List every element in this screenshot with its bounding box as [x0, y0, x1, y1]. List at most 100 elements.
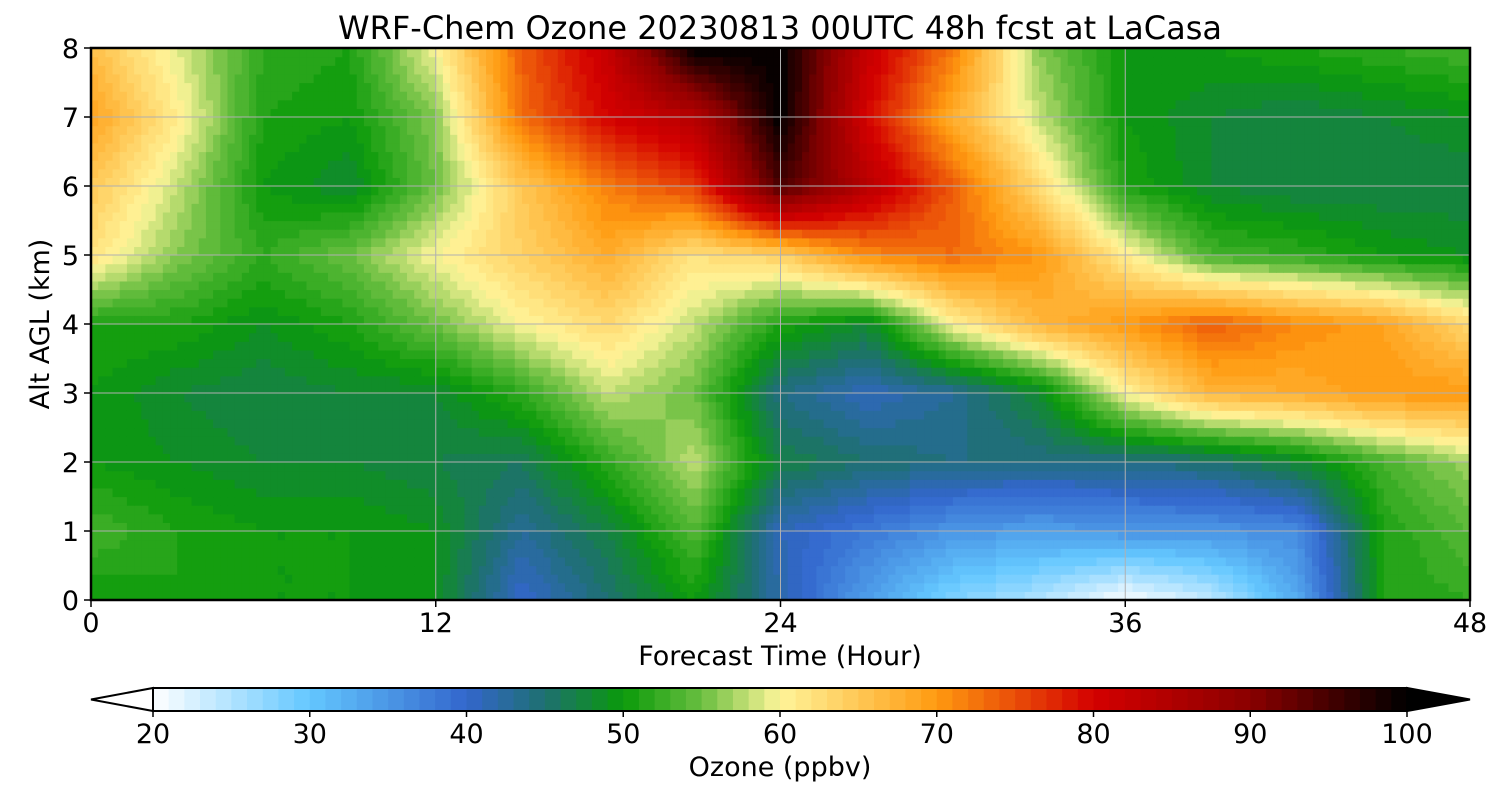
heatmap-cell: [442, 410, 451, 420]
heatmap-cell: [493, 375, 501, 385]
heatmap-cell: [1218, 556, 1227, 567]
heatmap-cell: [198, 539, 207, 549]
heatmap-cell: [435, 393, 444, 403]
heatmap-cell: [916, 591, 925, 601]
heatmap-cell: [988, 470, 997, 480]
heatmap-cell: [1024, 539, 1033, 549]
heatmap-cell: [342, 453, 351, 463]
heatmap-cell: [816, 496, 825, 506]
heatmap-cell: [679, 505, 688, 515]
heatmap-cell: [924, 487, 932, 498]
heatmap-cell: [493, 436, 501, 446]
heatmap-cell: [931, 479, 940, 489]
heatmap-cell: [1146, 444, 1155, 454]
heatmap-cell: [385, 479, 394, 489]
heatmap-cell: [1369, 505, 1378, 515]
heatmap-cell: [1211, 548, 1220, 558]
heatmap-cell: [708, 565, 717, 575]
heatmap-cell: [478, 591, 487, 601]
heatmap-cell: [995, 496, 1004, 506]
heatmap-cell: [600, 384, 609, 394]
heatmap-cell: [766, 444, 774, 454]
heatmap-cell: [1398, 384, 1406, 394]
heatmap-cell: [852, 418, 861, 429]
heatmap-cell: [557, 393, 566, 403]
heatmap-cell: [988, 591, 997, 601]
heatmap-cell: [1240, 393, 1248, 403]
heatmap-cell: [234, 479, 243, 489]
heatmap-cell: [909, 470, 918, 480]
heatmap-cell: [313, 531, 322, 541]
heatmap-cell: [399, 436, 408, 446]
heatmap-cell: [471, 418, 480, 429]
heatmap-cell: [615, 556, 624, 567]
heatmap-cell: [615, 505, 624, 515]
heatmap-cell: [967, 470, 976, 480]
heatmap-cell: [1197, 565, 1205, 575]
heatmap-cell: [1340, 591, 1349, 601]
heatmap-cell: [1419, 565, 1428, 575]
heatmap-cell: [414, 401, 422, 411]
heatmap-cell: [644, 393, 652, 403]
heatmap-cell: [464, 444, 473, 454]
heatmap-cell: [593, 375, 602, 385]
heatmap-cell: [823, 496, 832, 506]
heatmap-cell: [974, 582, 983, 592]
heatmap-cell: [988, 582, 997, 592]
heatmap-cell: [1426, 531, 1435, 541]
heatmap-cell: [1390, 375, 1399, 385]
heatmap-cell: [1132, 418, 1141, 429]
heatmap-cell: [1189, 436, 1198, 446]
heatmap-cell: [1218, 462, 1227, 472]
heatmap-cell: [794, 436, 803, 446]
heatmap-cell: [191, 513, 200, 523]
heatmap-cell: [1268, 513, 1277, 523]
heatmap-cell: [758, 522, 767, 532]
heatmap-cell: [1362, 462, 1371, 472]
heatmap-cell: [701, 582, 710, 592]
heatmap-cell: [572, 539, 580, 549]
heatmap-cell: [119, 401, 128, 411]
heatmap-cell: [579, 479, 588, 489]
heatmap-cell: [543, 462, 552, 472]
heatmap-cell: [1024, 487, 1033, 498]
heatmap-cell: [198, 393, 207, 403]
heatmap-cell: [679, 444, 688, 454]
heatmap-cell: [830, 453, 839, 463]
heatmap-cell: [1333, 505, 1342, 515]
heatmap-cell: [213, 401, 221, 411]
heatmap-cell: [593, 444, 602, 454]
heatmap-cell: [881, 539, 889, 549]
heatmap-cell: [507, 548, 516, 558]
heatmap-cell: [938, 591, 947, 601]
heatmap-cell: [1039, 375, 1047, 385]
heatmap-cell: [572, 513, 580, 523]
heatmap-cell: [766, 487, 774, 498]
heatmap-cell: [1139, 556, 1148, 567]
heatmap-cell: [665, 479, 674, 489]
heatmap-cell: [687, 453, 695, 463]
heatmap-cell: [1304, 453, 1313, 463]
heatmap-cell: [1153, 444, 1162, 454]
heatmap-cell: [1110, 513, 1119, 523]
heatmap-cell: [435, 401, 444, 411]
heatmap-cell: [1125, 582, 1134, 592]
heatmap-cell: [249, 565, 257, 575]
heatmap-cell: [1197, 444, 1205, 454]
heatmap-cell: [802, 393, 810, 403]
heatmap-cell: [335, 410, 343, 420]
heatmap-cell: [284, 574, 293, 584]
heatmap-cell: [723, 522, 731, 532]
heatmap-cell: [1304, 410, 1313, 420]
heatmap-cell: [1448, 470, 1457, 480]
heatmap-cell: [198, 513, 207, 523]
heatmap-cell: [543, 496, 552, 506]
heatmap-cell: [356, 487, 365, 498]
heatmap-cell: [500, 462, 509, 472]
heatmap-cell: [1355, 574, 1363, 584]
heatmap-cell: [1182, 375, 1191, 385]
heatmap-cell: [1426, 375, 1435, 385]
heatmap-cell: [608, 418, 616, 429]
heatmap-cell: [1383, 548, 1392, 558]
heatmap-cell: [277, 556, 286, 567]
